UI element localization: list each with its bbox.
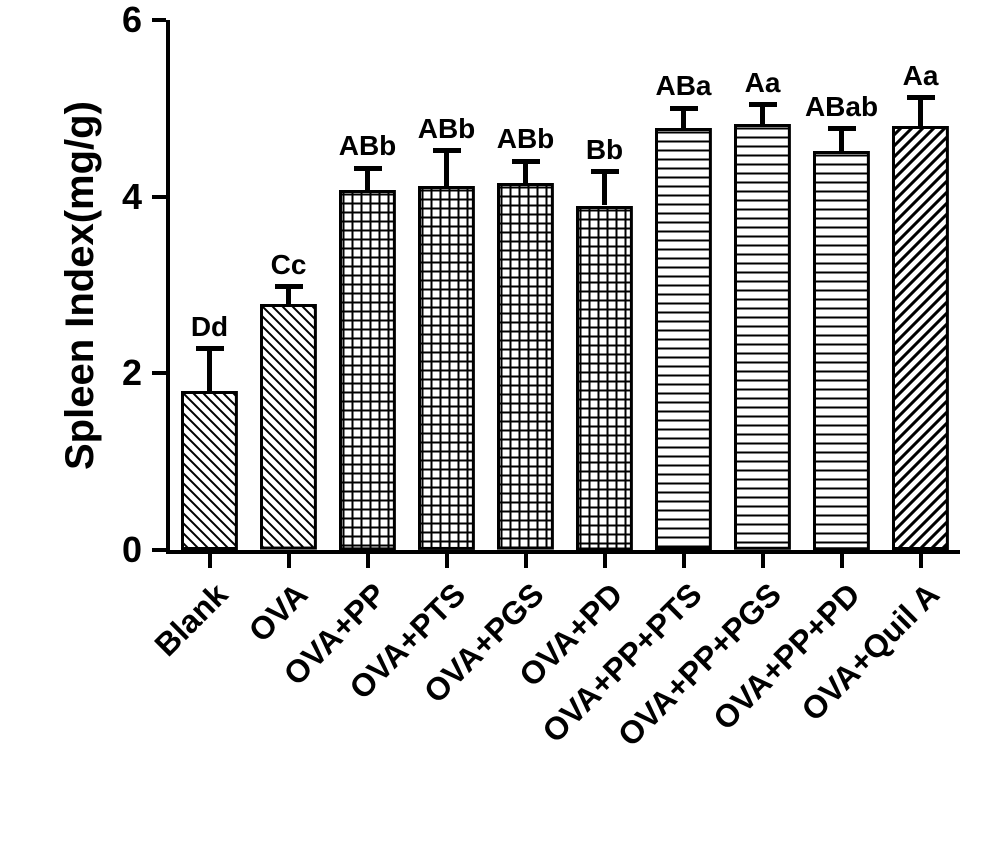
y-tick-label: 4	[82, 176, 142, 218]
error-bar	[286, 287, 291, 305]
significance-label: ABab	[805, 91, 878, 123]
significance-label: Dd	[191, 311, 228, 343]
y-tick	[152, 371, 166, 375]
significance-label: Aa	[903, 60, 939, 92]
significance-label: ABb	[418, 113, 476, 145]
x-tick	[919, 554, 923, 568]
bars-layer: Dd Cc ABb ABb ABb Bb ABa Aa ABab Aa	[170, 20, 960, 550]
bar	[181, 391, 238, 550]
significance-label: Bb	[586, 134, 623, 166]
x-tick	[682, 554, 686, 568]
bar	[576, 206, 633, 551]
bar	[892, 126, 949, 550]
bar	[655, 128, 712, 550]
error-cap	[354, 166, 382, 171]
y-tick-label: 0	[82, 529, 142, 571]
bar	[339, 190, 396, 550]
y-tick-label: 2	[82, 352, 142, 394]
significance-label: ABb	[339, 130, 397, 162]
x-tick	[287, 554, 291, 568]
y-tick	[152, 195, 166, 199]
x-tick	[761, 554, 765, 568]
error-bar	[839, 129, 844, 151]
y-tick	[152, 18, 166, 22]
significance-label: Cc	[271, 249, 307, 281]
error-cap	[196, 346, 224, 351]
error-bar	[444, 151, 449, 186]
significance-label: Aa	[745, 67, 781, 99]
error-bar	[523, 161, 528, 183]
x-tick	[524, 554, 528, 568]
error-cap	[749, 102, 777, 107]
error-cap	[670, 106, 698, 111]
bar	[260, 304, 317, 550]
error-cap	[591, 169, 619, 174]
error-cap	[275, 284, 303, 289]
error-bar	[207, 349, 212, 391]
x-tick	[603, 554, 607, 568]
x-tick-label: Blank	[148, 576, 236, 664]
error-cap	[828, 126, 856, 131]
error-bar	[681, 108, 686, 127]
bar	[418, 186, 475, 550]
error-cap	[433, 148, 461, 153]
error-cap	[907, 95, 935, 100]
plot-area: 0246 DdCcABbABbABbBbABaAaABabAa BlankOVA…	[170, 20, 960, 550]
y-tick-label: 6	[82, 0, 142, 41]
error-bar	[602, 172, 607, 206]
x-tick	[208, 554, 212, 568]
error-bar	[918, 98, 923, 126]
bar	[497, 183, 554, 550]
y-tick	[152, 548, 166, 552]
chart-container: Spleen Index(mg/g) 0 2 4 6 Dd Cc ABb ABb ABb Bb A…	[0, 0, 1000, 861]
significance-label: ABa	[655, 70, 711, 102]
significance-label: ABb	[497, 123, 555, 155]
x-tick	[840, 554, 844, 568]
bar	[734, 124, 791, 550]
error-bar	[365, 168, 370, 189]
y-axis-title: Spleen Index(mg/g)	[58, 101, 103, 470]
error-cap	[512, 159, 540, 164]
x-tick	[445, 554, 449, 568]
error-bar	[760, 105, 765, 124]
x-tick	[366, 554, 370, 568]
bar	[813, 151, 870, 550]
